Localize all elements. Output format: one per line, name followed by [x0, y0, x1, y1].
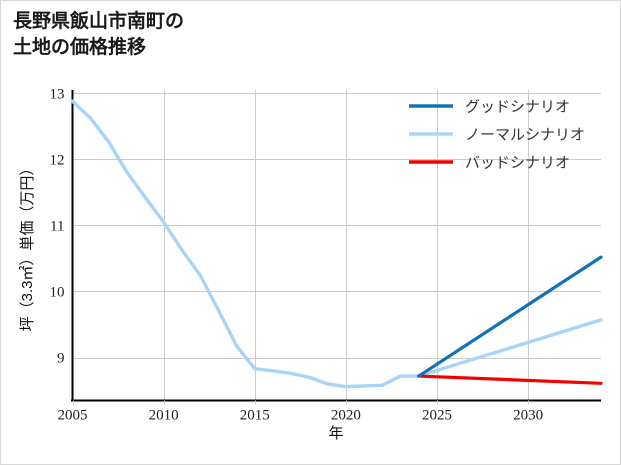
x-tick-label: 2030 — [513, 408, 543, 424]
y-tick-label: 10 — [50, 284, 65, 300]
series-line — [417, 255, 603, 378]
legend-label[interactable]: バッドシナリオ — [465, 155, 570, 172]
x-tick-label: 2020 — [331, 408, 361, 424]
y-tick-label: 11 — [50, 218, 64, 234]
series-lines — [70, 99, 603, 389]
y-tick-label: 9 — [57, 351, 65, 367]
x-tick-label: 2025 — [422, 408, 452, 424]
legend-label[interactable]: ノーマルシナリオ — [465, 127, 585, 144]
x-tick-label: 2015 — [240, 408, 270, 424]
y-tick-label: 12 — [50, 152, 65, 168]
y-tick-label: 13 — [50, 86, 65, 102]
legend-label[interactable]: グッドシナリオ — [465, 99, 570, 116]
x-tick-label: 2005 — [58, 408, 88, 424]
chart-title: 長野県飯山市南町の 土地の価格推移 — [13, 11, 185, 58]
x-axis-title: 年 — [328, 425, 343, 442]
y-tick-labels: 9 10 11 12 13 — [50, 86, 65, 366]
x-tick-marks — [73, 400, 529, 405]
y-gridlines — [72, 93, 601, 359]
x-tick-labels: 2005 2010 2015 2020 2025 2030 — [58, 408, 544, 424]
x-tick-label: 2010 — [149, 408, 179, 424]
series-line — [70, 99, 603, 389]
y-axis-title: 坪（3.3㎡）単価（万円） — [19, 161, 36, 332]
series-line — [417, 374, 603, 385]
x-gridlines — [164, 90, 529, 401]
